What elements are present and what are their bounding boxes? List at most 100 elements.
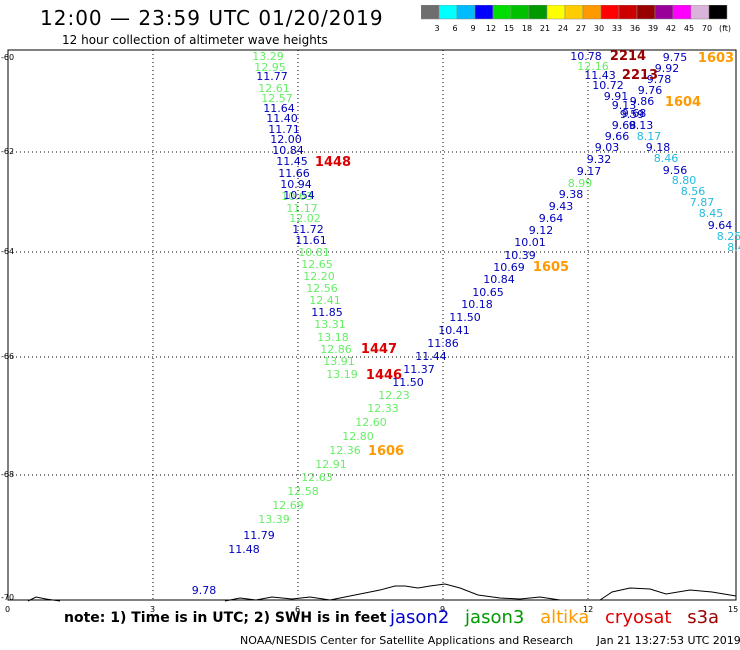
- y-tick-labels: -60 -62 -64 -66 -68 -70: [1, 53, 14, 602]
- swh-label: 11.17: [286, 202, 318, 215]
- pass-time-altika: 1604: [665, 95, 701, 110]
- legend-swatch: [421, 5, 440, 20]
- legend-label: 12: [486, 24, 496, 33]
- pass-time-s3a: 2213: [622, 68, 658, 83]
- swh-label: 9.68: [612, 119, 637, 132]
- swh-label: 12.02: [289, 212, 321, 225]
- legend-label: 39: [648, 24, 658, 33]
- page-subtitle: 12 hour collection of altimeter wave hei…: [62, 33, 328, 47]
- swh-label: 12.63: [301, 471, 333, 484]
- satellite-legend: jason2 jason3 altika cryosat s3a: [390, 607, 729, 628]
- pass-time-s3a: 2214: [610, 49, 646, 64]
- pass-a-green: 13.29 12.95 12.61 12.57 10.81 11.17 12.0…: [252, 50, 410, 526]
- swh-label: 9.92: [655, 62, 680, 75]
- legend-swatch: [582, 5, 602, 20]
- legend-swatch: [438, 5, 458, 20]
- legend-swatch: [708, 5, 728, 20]
- swh-label: 9.13: [629, 119, 654, 132]
- swh-label: 12.69: [272, 499, 304, 512]
- pass-a-blue: 11.77 11.64 11.40 11.71 12.00 10.84 11.4…: [192, 70, 424, 597]
- legend-swatch: [672, 5, 692, 20]
- swh-label: 10.94: [280, 178, 312, 191]
- x-tick: 3: [150, 605, 155, 614]
- legend-swatch: [600, 5, 620, 20]
- swh-label: 12.16: [577, 60, 609, 73]
- swh-label: 10.54: [283, 189, 315, 202]
- legend-swatch: [564, 5, 584, 20]
- swh-label: 10.84: [483, 273, 515, 286]
- swh-label: 9.75: [663, 51, 688, 64]
- swh-label: 11.37: [403, 363, 435, 376]
- swh-label: 13.31: [314, 318, 346, 331]
- swh-label: 11.71: [268, 123, 300, 136]
- legend-label: 42: [666, 24, 676, 33]
- swh-label: 9.13: [612, 99, 637, 112]
- swh-label: 13.29: [252, 50, 284, 63]
- generated-timestamp: Jan 21 13:27:53 UTC 2019: [596, 634, 740, 647]
- legend-label: 36: [630, 24, 640, 33]
- legend-swatch: [690, 5, 710, 20]
- y-tick: -70: [1, 593, 14, 602]
- pass-time-cryosat: 1447: [361, 342, 397, 357]
- swh-label: 12.61: [258, 82, 290, 95]
- legend-label: 6: [452, 24, 457, 33]
- footer-credit: NOAA/NESDIS Center for Satellite Applica…: [240, 634, 740, 647]
- pass-time-altika: 1606: [368, 444, 404, 459]
- swh-label: 12.57: [261, 92, 293, 105]
- swh-label: 12.60: [355, 416, 387, 429]
- swh-label: 10.72: [592, 79, 624, 92]
- swh-label: 7.87: [690, 196, 715, 209]
- swh-label: 11.44: [415, 350, 447, 363]
- y-tick: -66: [1, 352, 14, 361]
- swh-label: 9.59: [620, 108, 645, 121]
- swh-label: 10.81: [298, 246, 330, 259]
- legend-label: 15: [504, 24, 514, 33]
- legend-swatch: [654, 5, 674, 20]
- y-tick: -62: [1, 147, 14, 156]
- pass-b-green: 12.16 8.99: [568, 60, 609, 190]
- legend-swatch: [456, 5, 476, 20]
- swh-label: 13.19: [326, 368, 358, 381]
- plot-frame: [7, 49, 737, 601]
- swh-label: 13.18: [317, 331, 349, 344]
- legend-swatch: [492, 5, 512, 20]
- x-tick: 9: [440, 605, 445, 614]
- swh-label: 12.33: [367, 402, 399, 415]
- swh-label: 8.17: [637, 130, 662, 143]
- pass-time-labels: 2214 2213 1603 1604 1605 1448 1447 1446 …: [315, 49, 734, 459]
- swh-label: 12.56: [306, 282, 338, 295]
- satellite-s3a: s3a: [687, 607, 720, 628]
- swh-label: 10.65: [472, 286, 504, 299]
- swh-label: 8.99: [568, 177, 593, 190]
- swh-label: 11.79: [243, 529, 275, 542]
- swh-label: 11.77: [256, 70, 288, 83]
- swh-label: 12.41: [309, 294, 341, 307]
- legend-label: (ft): [719, 24, 731, 33]
- legend-swatch: [510, 5, 530, 20]
- swh-label: 9.64: [708, 219, 733, 232]
- legend-swatch: [546, 5, 566, 20]
- swh-label: 13.39: [258, 513, 290, 526]
- swh-label: 10.78: [570, 50, 602, 63]
- legend-swatch: [618, 5, 638, 20]
- x-tick-labels: 0 3 6 9 12 15: [5, 605, 738, 614]
- satellite-jason2: jason2: [390, 607, 450, 628]
- legend-label: 21: [540, 24, 550, 33]
- swh-label: 11.66: [278, 167, 310, 180]
- swh-label: 11.50: [392, 376, 424, 389]
- swh-label: 11.85: [311, 306, 343, 319]
- pass-b-blue: 10.78 11.43 10.72 9.91 9.13 9.59 9.68 9.…: [403, 50, 644, 376]
- swh-label: 11.61: [295, 234, 327, 247]
- swh-label: 11.50: [449, 311, 481, 324]
- swh-label: 9.12: [529, 224, 554, 237]
- swh-label: 13.91: [323, 355, 355, 368]
- pass-time-cryosat: 1446: [366, 368, 402, 383]
- swh-label: 9.32: [587, 153, 612, 166]
- swh-label: 12.23: [378, 389, 410, 402]
- pass-time-altika: 1605: [533, 260, 569, 275]
- pass-time-cryosat: 1448: [315, 155, 351, 170]
- swh-label: 10.41: [438, 324, 470, 337]
- swh-label: 8.46: [654, 152, 679, 165]
- credit-text: NOAA/NESDIS Center for Satellite Applica…: [240, 634, 574, 647]
